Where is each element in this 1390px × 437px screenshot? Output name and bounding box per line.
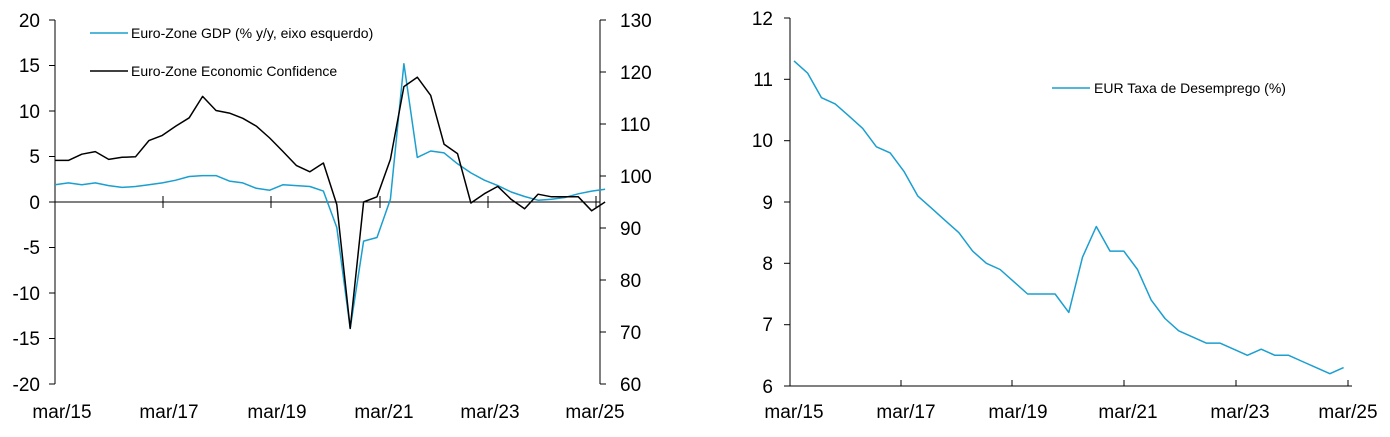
unemp-x-tick-label: mar/25	[1318, 402, 1377, 423]
left-x-tick-marks	[54, 196, 597, 208]
left-y-tick-label: 5	[29, 147, 40, 168]
right-chart: 12 11 10 9 8 7 6 mar/15 mar/17 mar/19 ma…	[752, 9, 1378, 423]
left-x-tick-label: mar/23	[460, 402, 519, 423]
right-y-tick-marks	[600, 19, 606, 385]
left-y-tick-label: -20	[13, 375, 40, 396]
left-x-tick-label: mar/19	[247, 402, 306, 423]
left-y-tick-marks	[49, 19, 55, 385]
left-x-tick-label: mar/17	[139, 402, 198, 423]
left-y-tick-label: 10	[19, 102, 40, 123]
left-y-tick-labels: 20 15 10 5 0 -5 -10 -15 -20	[13, 11, 40, 396]
right-y-tick-labels: 130 120 110 100 90 80 70 60	[620, 11, 652, 396]
unemp-y-tick-label: 8	[762, 254, 773, 275]
confidence-series-line	[55, 76, 606, 330]
unemp-y-tick-marks	[784, 17, 790, 387]
legend-label-confidence: Euro-Zone Economic Confidence	[131, 63, 337, 79]
left-y-tick-label: 0	[29, 193, 40, 214]
right-y-tick-label: 90	[620, 219, 641, 240]
unemp-y-tick-label: 9	[762, 193, 773, 214]
left-y-tick-label: -5	[23, 238, 40, 259]
unemp-x-tick-marks	[789, 380, 1349, 386]
left-chart: 20 15 10 5 0 -5 -10 -15 -20 130 120 110 …	[13, 11, 652, 423]
right-y-tick-label: 120	[620, 63, 652, 84]
left-x-tick-label: mar/15	[32, 402, 91, 423]
left-y-tick-label: 20	[19, 11, 40, 32]
left-y-tick-label: -10	[13, 284, 40, 305]
legend-label-unemployment: EUR Taxa de Desemprego (%)	[1094, 80, 1286, 96]
unemp-x-tick-label: mar/21	[1098, 402, 1157, 423]
unemp-y-tick-label: 10	[752, 131, 773, 152]
right-legend: EUR Taxa de Desemprego (%)	[1052, 80, 1286, 96]
legend-label-gdp: Euro-Zone GDP (% y/y, eixo esquerdo)	[131, 25, 373, 41]
right-y-tick-label: 110	[620, 115, 650, 136]
unemp-y-tick-label: 12	[752, 9, 773, 30]
left-y-tick-label: 15	[19, 56, 40, 77]
unemp-y-tick-label: 6	[762, 377, 773, 398]
left-x-tick-label: mar/25	[565, 402, 624, 423]
unemployment-series-line	[793, 60, 1344, 375]
left-y-tick-label: -15	[13, 329, 40, 350]
unemp-x-tick-label: mar/15	[764, 402, 823, 423]
left-x-tick-labels: mar/15 mar/17 mar/19 mar/21 mar/23 mar/2…	[32, 402, 624, 423]
unemp-x-tick-labels: mar/15 mar/17 mar/19 mar/21 mar/23 mar/2…	[764, 402, 1377, 423]
right-y-tick-label: 70	[620, 323, 641, 344]
unemp-x-tick-label: mar/17	[876, 402, 935, 423]
right-y-tick-label: 130	[620, 11, 652, 32]
gdp-series-line	[54, 62, 606, 330]
unemp-x-tick-label: mar/19	[988, 402, 1047, 423]
left-legend: Euro-Zone GDP (% y/y, eixo esquerdo) Eur…	[90, 25, 373, 79]
unemp-y-tick-label: 7	[762, 315, 773, 336]
left-x-tick-label: mar/21	[354, 402, 413, 423]
right-y-tick-label: 60	[620, 375, 641, 396]
unemp-x-tick-label: mar/23	[1210, 402, 1269, 423]
unemp-y-tick-labels: 12 11 10 9 8 7 6	[752, 9, 773, 398]
unemp-y-tick-label: 11	[753, 70, 773, 91]
right-y-tick-label: 100	[620, 167, 652, 188]
right-y-tick-label: 80	[620, 271, 641, 292]
